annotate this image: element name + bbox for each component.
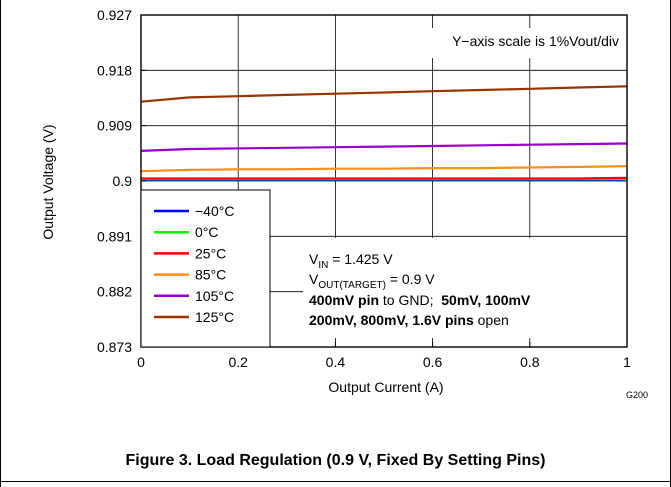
y-tick-label: 0.909 <box>97 118 132 134</box>
bottom-rule <box>1 481 670 482</box>
legend-box <box>140 189 271 348</box>
x-tick-label: 1 <box>623 354 631 370</box>
condition-pins-line1: 400mV pin to GND; 50mV, 100mV <box>309 292 531 308</box>
vout-symbol: V <box>309 271 319 287</box>
vout-value: = 0.9 V <box>386 271 435 287</box>
series-line-2 <box>141 176 628 180</box>
legend-label-1: 0°C <box>195 224 219 240</box>
series-line-3 <box>140 165 628 173</box>
y-tick-label: 0.918 <box>97 62 132 78</box>
y-tick-label: 0.882 <box>97 284 132 300</box>
condition-pins-line2: 200mV, 800mV, 1.6V pins open <box>309 312 509 328</box>
legend-label-3: 85°C <box>195 267 226 283</box>
condition-vout: VOUT(TARGET) = 0.9 V <box>309 271 435 291</box>
vout-subscript: OUT(TARGET) <box>318 280 386 291</box>
scale-annotation: Y−axis scale is 1%Vout/div <box>452 33 619 49</box>
pins-line2-bold: 200mV, 800mV, 1.6V pins <box>309 312 474 328</box>
pins-line1-bold: 400mV pin <box>309 292 379 308</box>
graph-id: G200 <box>626 390 648 400</box>
x-tick-label: 0.6 <box>423 354 443 370</box>
pins-line1-bold2: 50mV, 100mV <box>441 292 531 308</box>
condition-vin: VIN = 1.425 V <box>309 251 393 271</box>
x-tick-label: 0.2 <box>228 354 248 370</box>
x-axis-label: Output Current (A) <box>328 379 443 395</box>
y-tick-label: 0.891 <box>97 228 132 244</box>
vin-symbol: V <box>309 251 319 267</box>
y-tick-label: 0.873 <box>97 339 132 355</box>
x-tick-label: 0.4 <box>326 354 346 370</box>
series-line-5 <box>140 85 628 103</box>
y-tick-label: 0.9 <box>113 173 133 189</box>
x-tick-label: 0.8 <box>520 354 540 370</box>
legend: −40°C 0°C 25°C 85°C 105°C 125°C <box>140 189 271 348</box>
series-line-4 <box>140 142 628 152</box>
x-tick-label: 0 <box>137 354 145 370</box>
legend-label-4: 105°C <box>195 288 234 304</box>
legend-label-2: 25°C <box>195 245 226 261</box>
scale-annotation-background <box>385 28 623 58</box>
figure-caption: Figure 3. Load Regulation (0.9 V, Fixed … <box>125 452 546 469</box>
pins-line1-normal: to GND; <box>379 292 441 308</box>
load-regulation-chart: 0 0.2 0.4 0.6 0.8 1 0.873 0.882 0.891 0.9 0.909 0.9… <box>40 7 648 400</box>
legend-label-5: 125°C <box>195 309 234 325</box>
legend-label-0: −40°C <box>195 203 234 219</box>
y-tick-label: 0.927 <box>97 7 132 23</box>
pins-line2-normal: open <box>474 312 509 328</box>
vin-subscript: IN <box>318 260 328 271</box>
conditions-background <box>303 238 627 338</box>
vin-value: = 1.425 V <box>328 251 393 267</box>
y-axis-label: Output Voltage (V) <box>40 124 56 239</box>
